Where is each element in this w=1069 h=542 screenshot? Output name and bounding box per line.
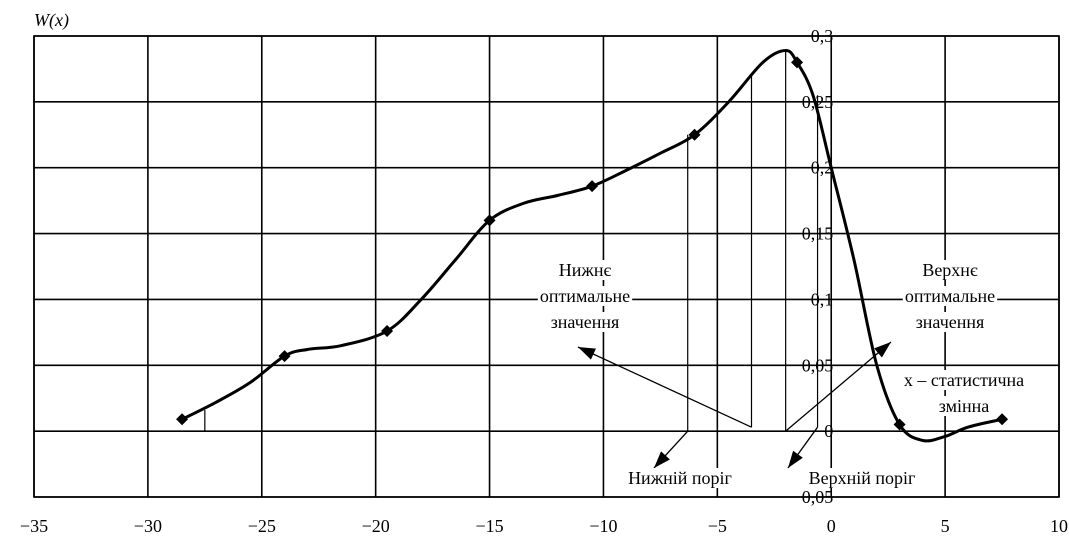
y-tick-label: 0,05 (802, 355, 834, 375)
data-point-marker (381, 325, 394, 338)
upper-optimal-label-line: Верхнє (922, 260, 978, 280)
x-tick-label: −30 (134, 516, 162, 536)
data-series (176, 48, 1009, 443)
y-tick-label: −0,05 (792, 487, 834, 507)
reference-lines (200, 51, 819, 432)
upper-threshold-label: Верхній поріг (806, 468, 918, 488)
lower-optimal-label-bg (556, 260, 614, 280)
y-axis-label: W(x) (34, 10, 69, 31)
upper-optimal-label-bg (920, 260, 980, 280)
x-tick-label: −35 (20, 516, 48, 536)
lower-optimal-label-bg (537, 286, 633, 306)
lower-optimal-label-bg (548, 312, 622, 332)
x-tick-label: −20 (362, 516, 390, 536)
x-tick-label: −5 (708, 516, 727, 536)
variable-label-line: x – статистична (904, 370, 1024, 390)
data-point-marker (791, 56, 804, 69)
upper-optimal-label-bg (902, 286, 998, 306)
tick-labels: −35 −30 −25 −20 −15 −10 −5 0 5 10 −0,05 0 0,05 0,1 0,1… (20, 26, 1068, 536)
lower-threshold-label-bg (626, 468, 734, 488)
annotations: Нижнє оптимальне значення Верхнє оптимальне з… (537, 260, 1027, 488)
density-curve (180, 48, 1004, 443)
y-tick-label: 0,25 (802, 92, 834, 112)
data-point-marker (688, 128, 701, 141)
data-point-marker (893, 418, 906, 431)
y-tick-label: 0,1 (811, 289, 834, 309)
lower-threshold-label-line: Нижній поріг (628, 468, 732, 488)
data-point-marker (176, 413, 189, 426)
grid-lines (33, 35, 1060, 498)
variable-label-bg (901, 370, 1027, 390)
y-tick-label: 0,2 (811, 158, 834, 178)
lower-threshold-arrow-head (654, 451, 670, 468)
upper-optimal-arrow (785, 341, 892, 432)
lower-optimal-arrow (577, 346, 752, 428)
upper-threshold-label-bg (806, 468, 918, 488)
data-point-marker (586, 180, 599, 193)
data-point-marker (996, 413, 1009, 426)
plot-frame (33, 35, 1060, 498)
upper-optimal-label-line: оптимальне (905, 286, 995, 306)
y-tick-label: 0 (824, 421, 833, 441)
data-point-marker (278, 350, 291, 363)
upper-optimal-arrow-head (874, 342, 891, 358)
x-tick-label: 5 (941, 516, 950, 536)
y-tick-label: 0,15 (802, 224, 834, 244)
x-tick-label: −15 (475, 516, 503, 536)
upper-optimal-label: Верхнє оптимальне значення (902, 260, 998, 332)
x-tick-label: −10 (589, 516, 617, 536)
variable-label: x – статистична змінна (901, 370, 1027, 416)
upper-optimal-label-bg (913, 312, 987, 332)
lower-optimal-label-line: оптимальне (540, 286, 630, 306)
upper-threshold-arrow-head (788, 450, 803, 468)
upper-threshold-label-line: Верхній поріг (809, 468, 916, 488)
y-tick-label: 0,3 (811, 26, 834, 46)
lower-optimal-label-line: Нижнє (559, 260, 612, 280)
variable-label-line: змінна (939, 396, 990, 416)
variable-label-bg (936, 396, 992, 416)
lower-threshold-label: Нижній поріг (626, 468, 734, 488)
x-tick-label: 0 (827, 516, 836, 536)
lower-optimal-label-line: значення (551, 312, 620, 332)
lower-optimal-arrow-head (578, 347, 596, 360)
data-point-marker (483, 214, 496, 227)
x-tick-label: 10 (1050, 516, 1068, 536)
lower-optimal-label: Нижнє оптимальне значення (537, 260, 633, 332)
x-tick-label: −25 (248, 516, 276, 536)
upper-optimal-label-line: значення (916, 312, 985, 332)
